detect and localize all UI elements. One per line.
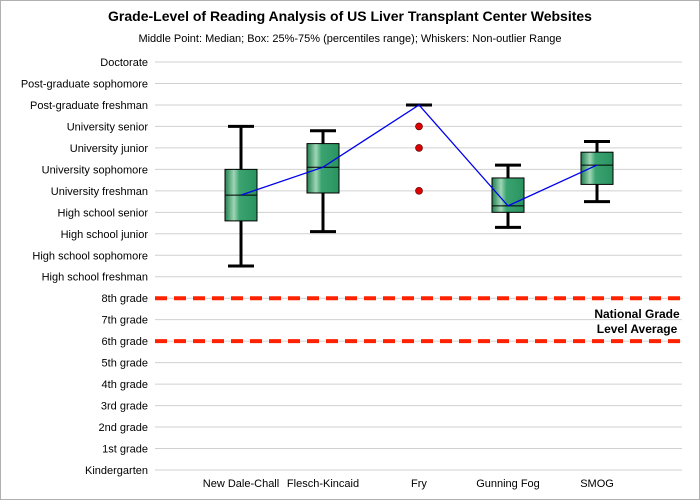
y-tick-label: 6th grade: [102, 336, 148, 348]
y-tick-label: Doctorate: [100, 57, 148, 69]
outlier-point: [415, 144, 423, 152]
y-tick-label: Post-graduate sophomore: [21, 78, 148, 90]
y-tick-label: 7th grade: [102, 315, 148, 327]
x-axis-tick-labels: New Dale-Chall Flesch-Kincaid Fry Gunning F…: [203, 478, 614, 490]
outlier-point: [415, 122, 423, 131]
y-tick-label: Post-graduate freshman: [30, 100, 148, 112]
y-tick-label: High school freshman: [42, 272, 148, 284]
outlier-point: [415, 187, 423, 195]
y-tick-label: University freshman: [51, 186, 148, 198]
y-tick-label: Kindergarten: [85, 465, 148, 477]
y-tick-label: University senior: [67, 121, 149, 133]
y-tick-label: 4th grade: [102, 379, 148, 391]
box-new-dale-chall: [224, 124, 258, 268]
y-tick-label: 5th grade: [102, 358, 148, 370]
y-tick-label: 3rd grade: [101, 401, 148, 413]
median-line: [240, 104, 598, 207]
y-tick-label: University junior: [70, 143, 149, 155]
box-iqr: [306, 143, 340, 194]
y-tick-label: 8th grade: [102, 293, 148, 305]
box-gunning-fog: [491, 163, 525, 229]
x-tick-label: New Dale-Chall: [203, 478, 279, 490]
y-tick-label: 1st grade: [102, 444, 148, 456]
y-tick-label: 2nd grade: [98, 422, 148, 434]
box-fry: [406, 103, 432, 195]
chart-title: Grade-Level of Reading Analysis of US Li…: [108, 8, 592, 24]
x-tick-label: Flesch-Kincaid: [287, 478, 359, 490]
y-tick-label: High school senior: [58, 207, 149, 219]
y-tick-label: High school sophomore: [32, 250, 148, 262]
median-connector: [240, 104, 598, 207]
box-flesch-kincaid: [306, 129, 340, 234]
box-iqr: [580, 151, 614, 185]
y-axis-tick-labels: Kindergarten 1st grade 2nd grade 3rd grade 4…: [21, 57, 149, 477]
box-smog: [580, 139, 614, 204]
annotation-line: Level Average: [597, 322, 678, 336]
boxes: [224, 103, 614, 268]
x-tick-label: Fry: [411, 478, 427, 490]
x-tick-label: Gunning Fog: [476, 478, 540, 490]
box-iqr: [491, 177, 525, 213]
x-tick-label: SMOG: [580, 478, 614, 490]
chart-subtitle: Middle Point: Median; Box: 25%-75% (perc…: [138, 33, 562, 45]
annotation-line: National Grade: [594, 307, 680, 321]
y-tick-label: High school junior: [61, 229, 149, 241]
reference-lines: [155, 296, 682, 344]
y-tick-label: University sophomore: [42, 164, 148, 176]
